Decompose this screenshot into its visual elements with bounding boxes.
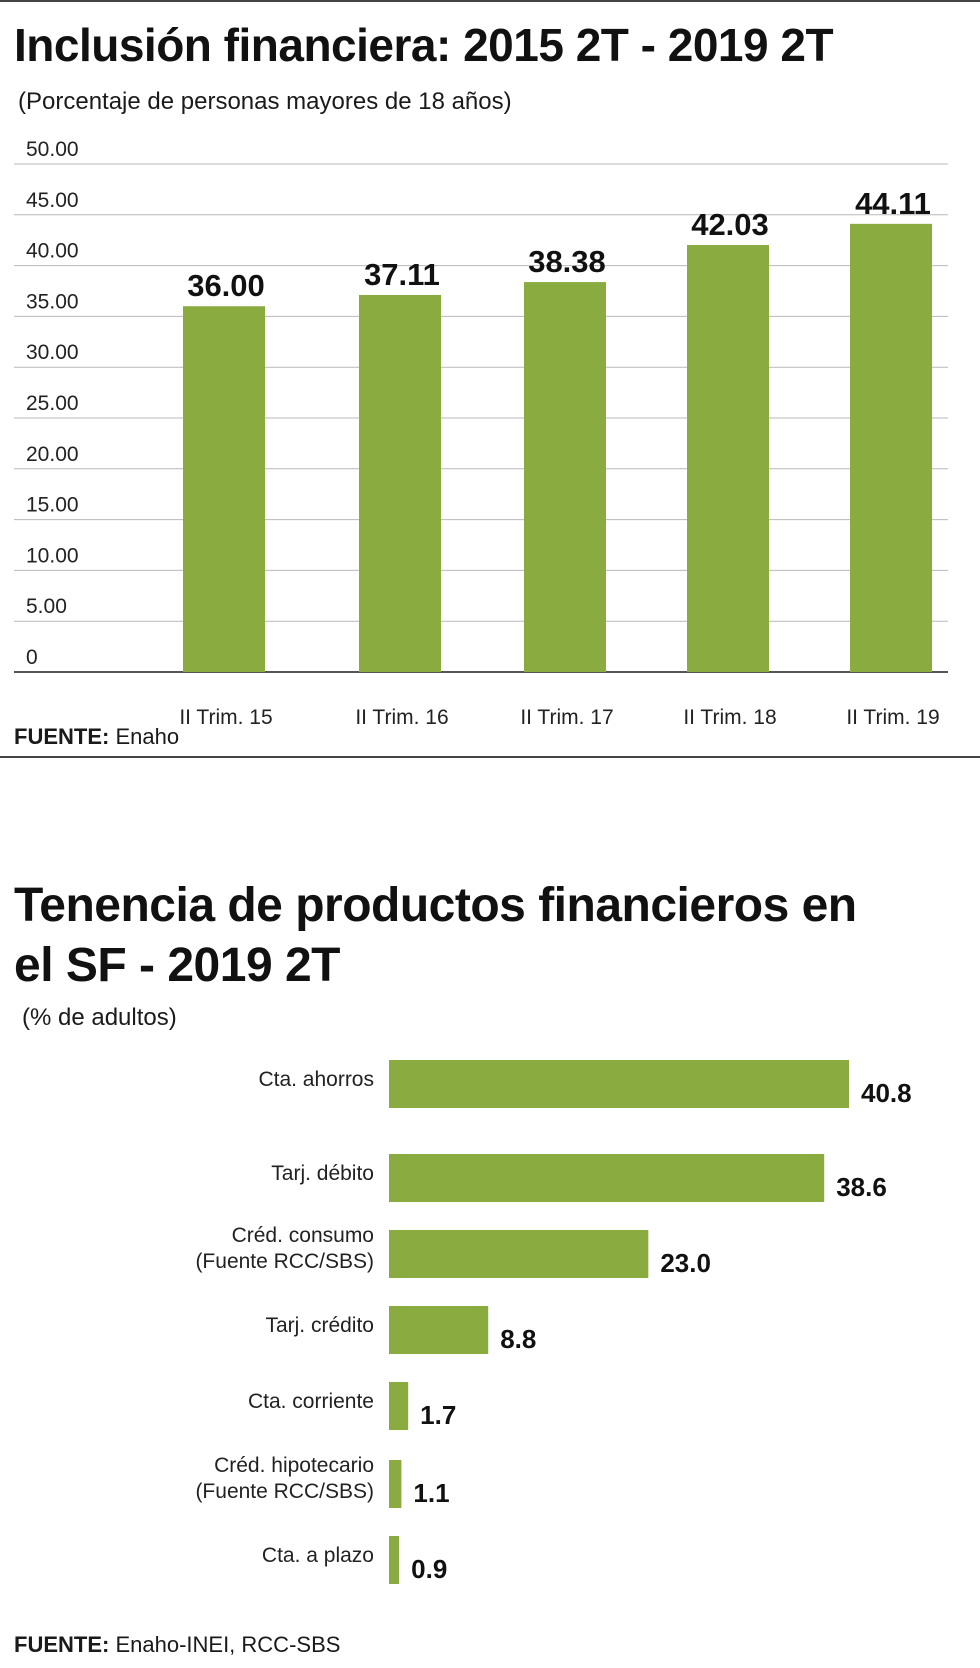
hbar [389, 1060, 849, 1108]
hbar-category-label: Créd. hipotecario [214, 1454, 374, 1477]
hbar-value-label: 1.7 [420, 1400, 456, 1430]
y-tick-label: 20.00 [26, 443, 79, 466]
y-tick-label: 5.00 [26, 595, 67, 618]
bar-value-label: 36.00 [187, 268, 265, 303]
hbar [389, 1230, 649, 1278]
chart2-subtitle: (% de adultos) [22, 1004, 177, 1031]
hbar-value-label: 40.8 [861, 1078, 912, 1108]
hbar-category-label: Tarj. débito [271, 1162, 374, 1185]
chart2-source: FUENTE: Enaho-INEI, RCC-SBS [14, 1632, 340, 1658]
bar [183, 306, 265, 672]
x-category-label: II Trim. 18 [683, 706, 776, 729]
hbar-value-label: 23.0 [660, 1248, 711, 1278]
hbar [389, 1460, 402, 1508]
y-tick-label: 15.00 [26, 494, 79, 517]
chart2-source-text: Enaho-INEI, RCC-SBS [115, 1632, 341, 1657]
hbar-value-label: 1.1 [413, 1478, 449, 1508]
bar-value-label: 37.11 [364, 257, 440, 292]
hbar-category-label: Cta. ahorros [258, 1068, 374, 1091]
chart2-source-label: FUENTE: [14, 1632, 110, 1657]
hbar-category-label: Tarj. crédito [265, 1314, 374, 1337]
x-category-label: II Trim. 16 [355, 706, 448, 729]
hbar [389, 1154, 825, 1202]
hbar-category-label: Cta. a plazo [262, 1544, 374, 1567]
hbar-category-label: (Fuente RCC/SBS) [195, 1250, 374, 1273]
y-tick-label: 30.00 [26, 341, 79, 364]
bar-value-label: 38.38 [528, 244, 606, 279]
hbar [389, 1306, 489, 1354]
hbar-category-label: Cta. corriente [248, 1390, 374, 1413]
bar [687, 244, 769, 672]
bar [359, 294, 441, 672]
chart2-svg: 40.8 Cta. ahorros 38.6 Tarj. débito 23.0 Créd… [195, 1060, 912, 1584]
y-tick-label: 25.00 [26, 392, 79, 415]
y-tick-label: 35.00 [26, 290, 79, 313]
bar [524, 282, 606, 672]
hbar-category-label: Créd. consumo [232, 1224, 374, 1247]
x-category-label: II Trim. 15 [179, 706, 272, 729]
chart2-title-line2: el SF - 2019 2T [14, 939, 341, 992]
chart1-source-text: Enaho [115, 724, 180, 749]
chart1-subtitle: (Porcentaje de personas mayores de 18 añ… [18, 88, 512, 115]
y-tick-label: 50.00 [26, 138, 79, 161]
chart1-title: Inclusión financiera: 2015 2T - 2019 2T [14, 19, 834, 71]
bar-value-label: 44.11 [855, 186, 931, 221]
hbar-value-label: 8.8 [500, 1324, 536, 1354]
chart1-svg: 0 5.00 10.00 15.00 20.00 25.00 30.00 35.00 40.00… [14, 138, 948, 729]
hbar [389, 1382, 409, 1430]
hbar-category-label: (Fuente RCC/SBS) [195, 1480, 374, 1503]
y-tick-label: 40.00 [26, 240, 79, 263]
chart1-source: FUENTE: Enaho [14, 724, 179, 750]
bar [850, 223, 932, 672]
x-category-label: II Trim. 19 [846, 706, 939, 729]
y-tick-label: 10.00 [26, 544, 79, 567]
x-category-label: II Trim. 17 [520, 706, 613, 729]
hbar-value-label: 38.6 [836, 1172, 887, 1202]
y-tick-label: 45.00 [26, 189, 79, 212]
y-tick-label: 0 [26, 646, 38, 669]
hbar [389, 1536, 400, 1584]
chart2-title-line1: Tenencia de productos financieros en [14, 879, 857, 932]
middle-rule [0, 756, 980, 758]
chart1-source-label: FUENTE: [14, 724, 110, 749]
hbar-value-label: 0.9 [411, 1554, 447, 1584]
bar-value-label: 42.03 [691, 207, 769, 242]
top-rule [0, 0, 980, 2]
